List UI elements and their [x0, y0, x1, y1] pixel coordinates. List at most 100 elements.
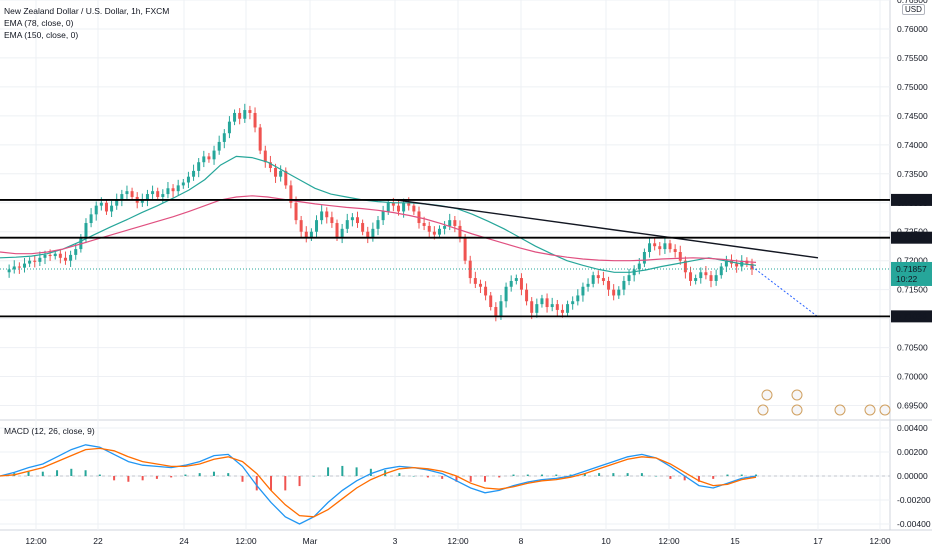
macd-histogram-bar: [127, 476, 130, 482]
macd-tick-label: 0.00200: [897, 447, 928, 457]
time-tick-label: 15: [730, 536, 740, 546]
macd-histogram-bar: [141, 476, 144, 481]
macd-histogram-bar: [740, 474, 743, 476]
macd-histogram-bar: [498, 476, 501, 478]
macd-histogram-bar: [341, 465, 344, 476]
candle-body: [268, 162, 272, 168]
macd-tick-label: 0.00400: [897, 423, 928, 433]
candle-body: [340, 228, 344, 238]
candle-body: [550, 304, 554, 308]
currency-badge[interactable]: USD: [902, 4, 925, 15]
macd-histogram-bar: [655, 476, 658, 477]
candle-body: [504, 286, 508, 302]
candle-body: [704, 272, 708, 276]
candle-body: [366, 231, 370, 238]
candle-body: [381, 211, 385, 221]
macd-histogram-bar: [98, 474, 101, 476]
macd-histogram-bar: [227, 473, 230, 476]
candle-body: [683, 260, 687, 273]
projection-line: [751, 266, 819, 318]
time-tick-label: 22: [93, 536, 103, 546]
economic-event-icon: [757, 404, 769, 416]
price-tick-label: 0.75500: [897, 53, 928, 63]
candle-body: [463, 237, 467, 261]
candle-body: [437, 228, 441, 235]
candle-body: [274, 168, 278, 177]
candle-body: [412, 205, 416, 212]
candle-body: [258, 127, 262, 151]
candle-body: [371, 228, 375, 238]
price-tick-label: 0.72000: [897, 256, 928, 266]
candle-body: [120, 194, 124, 200]
candle-body: [642, 252, 646, 264]
price-tick-label: 0.75000: [897, 82, 928, 92]
candle-body: [689, 272, 693, 281]
economic-event-icon: [791, 389, 803, 401]
candle-body: [407, 202, 411, 206]
macd-histogram-bar: [469, 476, 472, 482]
candle-body: [617, 289, 621, 296]
macd-histogram-bar: [198, 473, 201, 476]
candle-body: [28, 260, 32, 264]
candle-body: [217, 141, 221, 151]
candle-body: [279, 170, 283, 177]
candle-body: [361, 223, 365, 232]
macd-histogram-bar: [512, 474, 515, 476]
candle-body: [637, 263, 641, 270]
candle-body: [171, 188, 175, 192]
level-price-tag: [891, 231, 932, 244]
candle-body: [402, 202, 406, 212]
macd-histogram-bar: [697, 476, 700, 482]
macd-histogram-bar: [212, 471, 215, 476]
price-tick-label: 0.71500: [897, 285, 928, 295]
economic-event-icon: [834, 404, 846, 416]
macd-histogram-bar: [284, 476, 287, 491]
candle-body: [330, 217, 334, 224]
candle-body: [566, 304, 570, 313]
candle-body: [69, 254, 73, 261]
macd-histogram-bar: [270, 476, 273, 491]
time-tick-label: 8: [519, 536, 524, 546]
trendline: [394, 199, 819, 259]
macd-histogram-bar: [27, 471, 30, 476]
candle-body: [125, 191, 129, 195]
ema150-legend: EMA (150, close, 0): [4, 30, 79, 40]
candle-body: [453, 220, 457, 226]
macd-histogram-bar: [355, 467, 358, 476]
signal-line: [0, 447, 757, 518]
macd-histogram-bar: [598, 473, 601, 476]
candle-body: [658, 246, 662, 250]
level-price-tag: [891, 310, 932, 323]
candle-body: [345, 220, 349, 229]
candle-body: [243, 110, 247, 119]
candle-body: [427, 225, 431, 232]
candle-body: [581, 286, 585, 296]
time-tick-label: 10: [601, 536, 611, 546]
candle-body: [89, 214, 93, 224]
candle-body: [653, 243, 657, 247]
bar-countdown-text: 10:22: [896, 274, 918, 284]
candle-body: [161, 194, 165, 197]
candle-body: [263, 150, 267, 163]
macd-legend: MACD (12, 26, close, 9): [4, 426, 95, 436]
level-price-tag: [891, 193, 932, 206]
candle-body: [571, 301, 575, 305]
candle-body: [724, 260, 728, 267]
candle-body: [94, 205, 98, 215]
candle-body: [74, 249, 78, 255]
candle-body: [325, 211, 329, 218]
candle-body: [140, 199, 144, 203]
last-price-tag: [891, 261, 932, 286]
candle-body: [622, 280, 626, 290]
candle-body: [448, 220, 452, 226]
candle-body: [222, 133, 226, 142]
candle-body: [202, 156, 206, 163]
macd-histogram-bar: [184, 474, 187, 476]
macd-histogram-bar: [56, 470, 59, 476]
candle-body: [612, 289, 616, 296]
candle-body: [535, 304, 539, 313]
candle-body: [648, 243, 652, 252]
macd-histogram-bar: [683, 476, 686, 481]
